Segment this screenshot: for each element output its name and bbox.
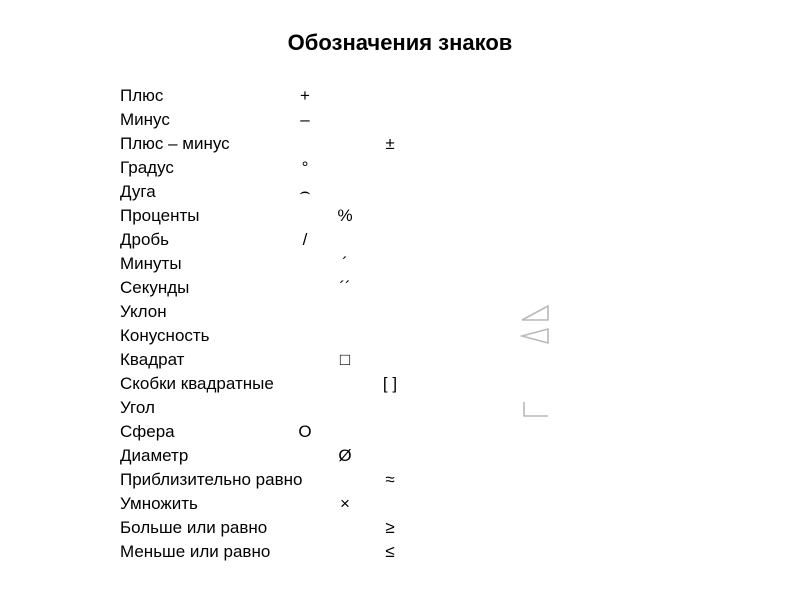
page: Обозначения знаков Плюс+Минус–Плюс – мин… [0,0,800,600]
row-label: Сфера [120,420,175,444]
row-symbol: [ ] [375,372,405,396]
table-row: Уклон [120,300,680,324]
row-symbol: + [290,84,320,108]
row-symbol: ≤ [375,540,405,564]
row-label: Больше или равно [120,516,267,540]
table-row: Секунды ´´ [120,276,680,300]
row-symbol: ⌢ [290,180,320,204]
row-symbol: × [330,492,360,516]
row-symbol: ´ [330,252,360,276]
table-row: Сфера O [120,420,680,444]
angle-icon [520,398,550,418]
table-row: Градус ° [120,156,680,180]
slope-icon [520,302,550,322]
row-label: Уклон [120,300,167,324]
row-symbol: ´´ [330,276,360,300]
row-label: Умножить [120,492,198,516]
row-label: Приблизительно равно [120,468,302,492]
table-row: Плюс – минус ± [120,132,680,156]
symbol-table: Плюс+Минус–Плюс – минус±Градус°Дуга⌢Проц… [120,84,680,564]
row-label: Минуты [120,252,182,276]
table-row: Конусность [120,324,680,348]
row-label: Скобки квадратные [120,372,274,396]
row-label: Минус [120,108,170,132]
row-label: Проценты [120,204,200,228]
table-row: Плюс + [120,84,680,108]
table-row: Диаметр Ø [120,444,680,468]
table-row: Дробь / [120,228,680,252]
row-label: Плюс – минус [120,132,230,156]
row-label: Плюс [120,84,163,108]
row-symbol: ± [375,132,405,156]
table-row: Скобки квадратные [ ] [120,372,680,396]
row-label: Меньше или равно [120,540,270,564]
taper-icon [520,326,550,346]
row-label: Квадрат [120,348,184,372]
row-label: Дуга [120,180,156,204]
table-row: Дуга ⌢ [120,180,680,204]
row-symbol: / [290,228,320,252]
row-label: Градус [120,156,174,180]
table-row: Приблизительно равно ≈ [120,468,680,492]
row-label: Диаметр [120,444,188,468]
table-row: Квадрат □ [120,348,680,372]
row-label: Конусность [120,324,210,348]
table-row: Больше или равно ≥ [120,516,680,540]
row-symbol: – [290,108,320,132]
row-symbol: □ [330,348,360,372]
table-row: Угол [120,396,680,420]
row-label: Секунды [120,276,189,300]
table-row: Проценты% [120,204,680,228]
row-label: Дробь [120,228,169,252]
row-symbol: Ø [330,444,360,468]
table-row: Умножить × [120,492,680,516]
row-symbol: O [290,420,320,444]
table-row: Минус – [120,108,680,132]
row-symbol: % [330,204,360,228]
table-row: Меньше или равно ≤ [120,540,680,564]
page-title: Обозначения знаков [0,30,800,56]
table-row: Минуты ´ [120,252,680,276]
row-symbol: ° [290,156,320,180]
row-label: Угол [120,396,155,420]
row-symbol: ≥ [375,516,405,540]
row-symbol: ≈ [375,468,405,492]
